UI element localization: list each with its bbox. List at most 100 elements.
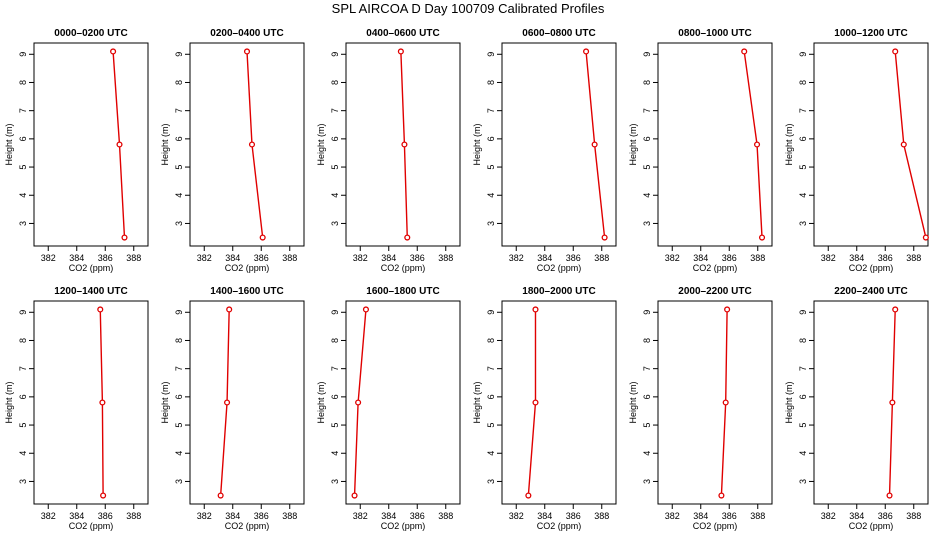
x-tick-label: 388: [594, 511, 609, 521]
x-axis-label: CO2 (ppm): [225, 263, 270, 273]
y-axis-label: Height (m): [316, 381, 326, 423]
x-tick-label: 382: [41, 511, 56, 521]
x-tick-label: 386: [566, 253, 581, 263]
profile-point: [758, 234, 766, 241]
x-axis-label: CO2 (ppm): [537, 521, 582, 531]
y-tick-label: 3: [174, 479, 184, 484]
x-tick-label: 388: [594, 253, 609, 263]
y-tick-label: 8: [330, 338, 340, 343]
y-axis-label: Height (m): [784, 123, 794, 165]
y-tick-label: 7: [174, 108, 184, 113]
profile-point: [525, 492, 532, 499]
profile-point: [243, 48, 251, 55]
profile-point: [532, 399, 539, 406]
plot-frame: [657, 300, 773, 505]
y-axis-label: Height (m): [316, 123, 326, 165]
profile-panel-10: 1800–2000 UTC 382 384 386 388 3 4 5 6 7 8 9 CO2 (ppm…: [472, 286, 617, 531]
y-tick-label: 5: [330, 165, 340, 170]
y-tick-label: 7: [486, 366, 496, 371]
y-axis-label: Height (m): [160, 123, 170, 165]
profile-point: [889, 399, 896, 406]
profile-point: [886, 492, 893, 499]
profile-point: [99, 399, 106, 406]
y-tick-label: 9: [642, 310, 652, 315]
plot-frame: [813, 300, 929, 505]
y-tick-label: 9: [486, 52, 496, 57]
y-tick-label: 7: [18, 366, 28, 371]
y-tick-label: 8: [486, 338, 496, 343]
profile-point: [355, 399, 362, 406]
profile-point: [922, 234, 929, 241]
profile-point: [532, 306, 539, 313]
x-tick-label: 388: [438, 253, 453, 263]
profile-point: [217, 492, 224, 499]
profile-point: [351, 492, 358, 499]
profile-panel-5: 0800–1000 UTC 382 384 386 388 3 4 5 6 7 8 9 CO2 (ppm…: [628, 28, 773, 273]
x-tick-label: 386: [878, 511, 893, 521]
y-tick-label: 8: [642, 80, 652, 85]
x-tick-label: 384: [225, 511, 240, 521]
profile-point: [892, 48, 899, 55]
panel-title: 0400–0600 UTC: [366, 28, 439, 39]
y-tick-label: 5: [18, 165, 28, 170]
y-tick-label: 9: [486, 310, 496, 315]
panel-title: 0200–0400 UTC: [210, 28, 283, 39]
y-tick-label: 5: [798, 423, 808, 428]
x-tick-label: 384: [537, 253, 552, 263]
y-tick-label: 4: [486, 193, 496, 198]
x-tick-label: 386: [98, 253, 113, 263]
y-tick-label: 8: [18, 338, 28, 343]
x-tick-label: 386: [254, 511, 269, 521]
y-tick-label: 9: [18, 310, 28, 315]
profile-panel-2: 0200–0400 UTC 382 384 386 388 3 4 5 6 7 8 9 CO2 (ppm…: [160, 28, 305, 273]
panel-title: 1800–2000 UTC: [522, 286, 595, 297]
profile-point: [100, 492, 107, 499]
profile-point: [97, 306, 104, 313]
x-tick-label: 384: [381, 511, 396, 521]
y-tick-label: 6: [330, 136, 340, 141]
y-tick-label: 8: [174, 338, 184, 343]
y-axis-label: Height (m): [628, 123, 638, 165]
profile-point: [722, 399, 729, 406]
y-tick-label: 6: [798, 394, 808, 399]
y-axis-label: Height (m): [4, 381, 14, 423]
y-tick-label: 7: [18, 108, 28, 113]
panel-title: 1400–1600 UTC: [210, 286, 283, 297]
profile-panel-8: 1400–1600 UTC 382 384 386 388 3 4 5 6 7 8 9 CO2 (ppm…: [160, 286, 305, 531]
x-tick-label: 388: [750, 511, 765, 521]
profile-point: [718, 492, 725, 499]
x-tick-label: 384: [693, 511, 708, 521]
x-tick-label: 384: [225, 253, 240, 263]
profile-point: [121, 234, 128, 241]
x-tick-label: 386: [254, 253, 269, 263]
y-tick-label: 4: [486, 451, 496, 456]
plot-frame: [813, 42, 929, 247]
profile-point: [724, 306, 731, 313]
x-axis-label: CO2 (ppm): [849, 263, 894, 273]
profile-panel-4: 0600–0800 UTC 382 384 386 388 3 4 5 6 7 8 9 CO2 (ppm…: [472, 28, 617, 273]
profile-point: [900, 141, 907, 148]
profile-point: [404, 234, 411, 241]
y-tick-label: 3: [174, 221, 184, 226]
x-axis-label: CO2 (ppm): [693, 521, 738, 531]
panel-title: 0000–0200 UTC: [54, 28, 127, 39]
panel-title: 1600–1800 UTC: [366, 286, 439, 297]
plot-frame: [501, 42, 617, 247]
y-tick-label: 9: [642, 52, 652, 57]
plot-frame: [345, 42, 461, 247]
x-tick-label: 388: [282, 253, 297, 263]
profile-panel-6: 1000–1200 UTC 382 384 386 388 3 4 5 6 7 8 9 CO2 (ppm…: [784, 28, 929, 273]
y-tick-label: 5: [174, 423, 184, 428]
x-tick-label: 384: [849, 253, 864, 263]
x-tick-label: 382: [821, 253, 836, 263]
x-axis-label: CO2 (ppm): [381, 521, 426, 531]
plot-frame: [189, 42, 305, 247]
x-tick-label: 384: [381, 253, 396, 263]
profile-panel-3: 0400–0600 UTC 382 384 386 388 3 4 5 6 7 8 9 CO2 (ppm…: [316, 28, 461, 273]
y-tick-label: 3: [798, 479, 808, 484]
y-tick-label: 7: [798, 108, 808, 113]
x-tick-label: 386: [410, 253, 425, 263]
panel-title: 1000–1200 UTC: [834, 28, 907, 39]
x-tick-label: 386: [98, 511, 113, 521]
